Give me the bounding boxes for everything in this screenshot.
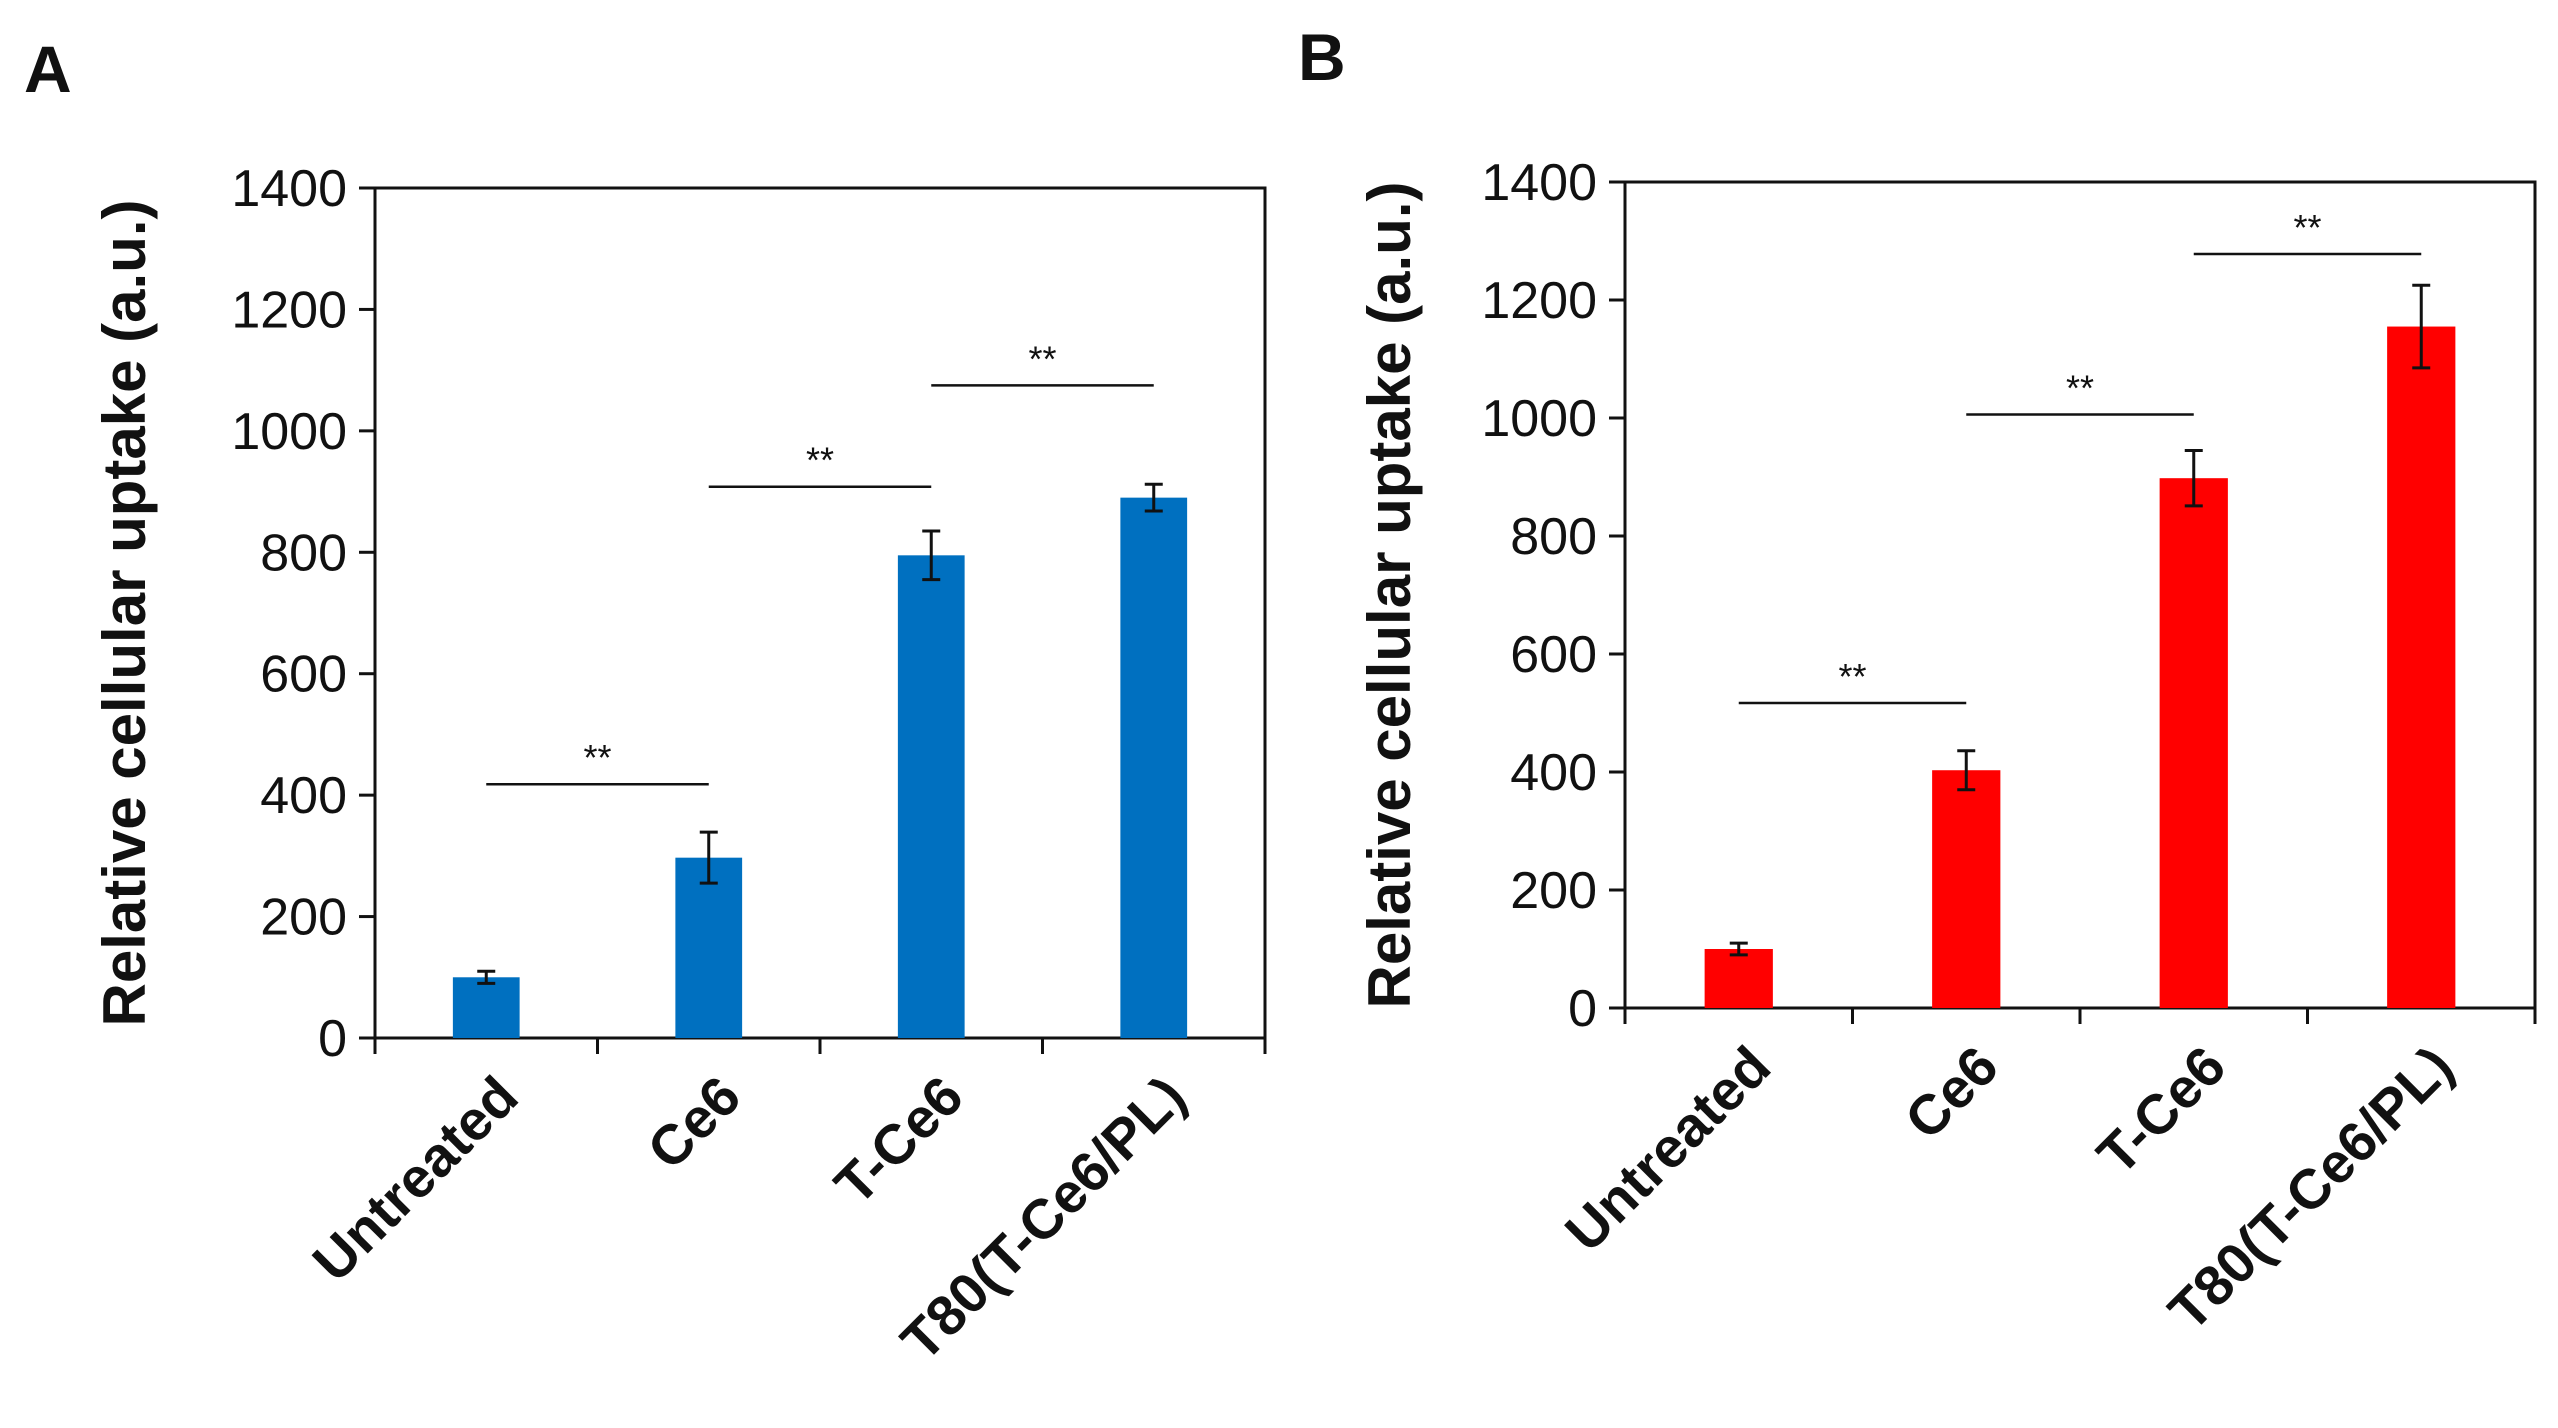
bar [1120, 497, 1188, 1039]
bar [675, 857, 743, 1038]
y-tick-label: 200 [260, 889, 347, 947]
y-tick-label: 600 [1510, 626, 1597, 684]
y-tick-label: 0 [318, 1010, 347, 1068]
bar [1704, 949, 1773, 1008]
panel-b: B 0 200 400 600 800 1000 1200 1400 ** ** ** Untreat… [1298, 20, 2537, 1343]
y-tick-label: 1000 [231, 403, 347, 461]
y-tick-label: 1000 [1481, 390, 1597, 448]
significance-label: ** [2066, 367, 2094, 408]
y-tick-label: 0 [1568, 980, 1597, 1038]
category-label: Untreated [300, 1064, 529, 1293]
bar [2387, 326, 2456, 1008]
bar [2159, 478, 2228, 1008]
y-tick-label: 1200 [231, 281, 347, 339]
category-label: Ce6 [1893, 1034, 2010, 1151]
y-axis-title: Relative cellular uptake (a.u.) [1356, 182, 1423, 1009]
significance-label: ** [1838, 656, 1866, 697]
significance-label: ** [583, 737, 611, 778]
bar [1932, 770, 2001, 1008]
y-tick-label: 800 [1510, 508, 1597, 566]
y-tick-label: 200 [1510, 862, 1597, 920]
significance-label: ** [1028, 338, 1056, 379]
panel-letter-b: B [1298, 20, 1346, 94]
y-tick-label: 400 [260, 767, 347, 825]
significance-label: ** [2293, 207, 2321, 248]
y-axis-title: Relative cellular uptake (a.u.) [91, 200, 158, 1027]
y-tick-label: 1400 [231, 160, 347, 218]
y-tick-label: 1400 [1481, 154, 1597, 212]
category-label: T-Ce6 [2085, 1034, 2237, 1186]
y-tick-label: 1200 [1481, 272, 1597, 330]
y-tick-label: 600 [260, 646, 347, 704]
significance-label: ** [806, 440, 834, 481]
bar [897, 555, 965, 1038]
bar [452, 977, 520, 1038]
y-tick-label: 800 [260, 524, 347, 582]
panel-letter-a: A [24, 32, 72, 106]
category-label: Untreated [1553, 1034, 1782, 1263]
category-label: Ce6 [635, 1064, 752, 1181]
y-tick-label: 400 [1510, 744, 1597, 802]
category-label: T-Ce6 [822, 1064, 974, 1216]
panel-a: A 0 200 400 600 800 1000 1200 1400 ** ** ** Untreat… [24, 32, 1267, 1373]
